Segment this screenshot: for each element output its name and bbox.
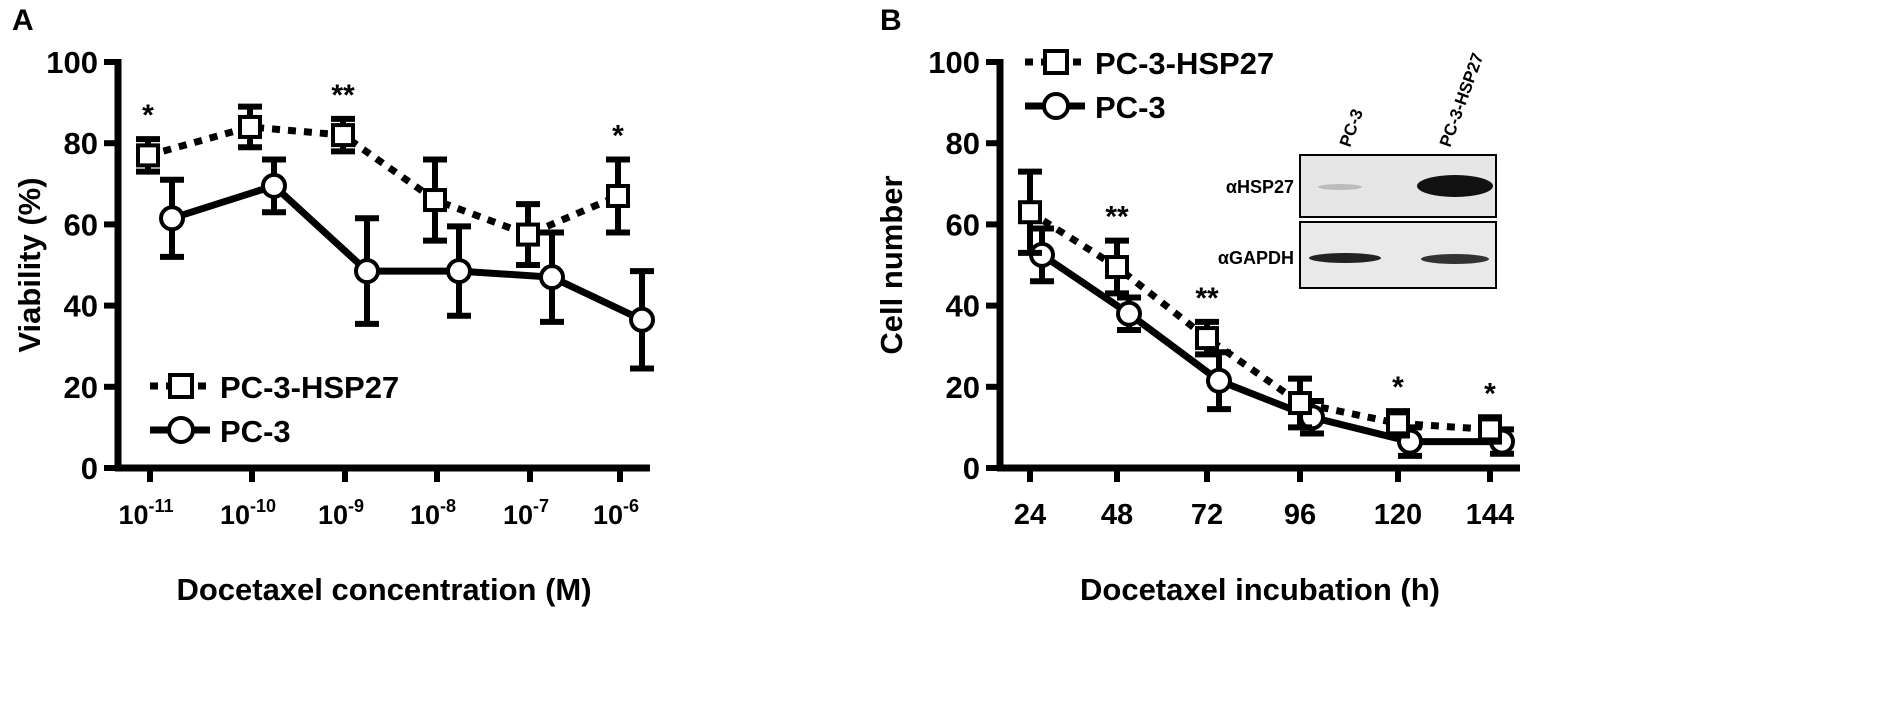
x-tick-label: 10-9 [318, 496, 364, 530]
series-pc-3 [159, 156, 655, 372]
y-tick-label: 0 [81, 451, 98, 486]
data-point-square [136, 143, 160, 168]
y-tick-label: 40 [64, 289, 98, 324]
legend-marker-square [1043, 49, 1069, 75]
series-line [170, 181, 644, 323]
x-tick-label: 120 [1374, 499, 1422, 531]
data-point-circle [159, 205, 185, 232]
legend-label: PC-3-HSP27 [220, 370, 399, 405]
blot-band [1309, 253, 1381, 263]
data-point-square [423, 188, 447, 213]
significance-marker: * [612, 119, 624, 152]
legend-label: PC-3 [1095, 90, 1166, 125]
data-point-circle [629, 306, 655, 333]
y-tick-label: 40 [946, 289, 980, 324]
legend-label: PC-3-HSP27 [1095, 46, 1274, 81]
panel-b: B 0 20 40 60 80 100 24 48 72 96 120 144 Docetaxel inc… [874, 4, 1520, 607]
data-point-square [1018, 200, 1042, 225]
blot-lane-label: PC-3-HSP27 [1436, 51, 1487, 150]
data-point-circle [261, 172, 287, 199]
x-tick-label: 10-7 [503, 496, 549, 530]
y-tick-label: 100 [928, 45, 980, 80]
legend-marker-circle [167, 416, 195, 444]
data-point-square [1105, 255, 1129, 280]
x-tick-label: 10-11 [118, 496, 173, 530]
x-axis-label: Docetaxel incubation (h) [1080, 572, 1440, 607]
data-point-square [1195, 326, 1219, 351]
data-point-square [331, 123, 355, 148]
blot-band [1318, 184, 1362, 190]
x-tick-label: 72 [1191, 499, 1223, 531]
blot-row-label: αHSP27 [1226, 177, 1294, 197]
x-axis-label: Docetaxel concentration (M) [176, 572, 591, 607]
data-point-square [238, 114, 262, 139]
y-tick-label: 80 [946, 126, 980, 161]
series-pc-3-hsp27 [1018, 168, 1502, 445]
significance-marker: ** [331, 79, 355, 112]
series-pc-3-hsp27 [136, 103, 630, 268]
x-tick-label: 10-6 [593, 496, 639, 530]
blot-band [1421, 254, 1489, 264]
panel-label: B [880, 4, 902, 37]
legend-marker-square [168, 373, 194, 399]
significance-marker: ** [1195, 282, 1219, 315]
y-tick-label: 100 [46, 45, 98, 80]
significance-marker: * [1392, 371, 1404, 404]
y-tick-label: 0 [963, 451, 980, 486]
blot-lane-label: PC-3 [1336, 106, 1367, 149]
x-tick-label: 144 [1466, 499, 1514, 531]
blot-row-label: αGAPDH [1218, 248, 1294, 268]
significance-marker: * [1484, 377, 1496, 410]
series-line [1028, 209, 1491, 433]
western-blot-inset: PC-3 PC-3-HSP27 αHSP27 αGAPDH [1218, 51, 1497, 289]
y-tick-label: 80 [64, 126, 98, 161]
y-axis-label: Viability (%) [12, 177, 47, 352]
data-point-square [1386, 411, 1410, 436]
y-tick-label: 20 [946, 370, 980, 405]
panel-a: A 0 20 40 60 80 100 10-11 10-10 10-9 10-8 10-7 10-6 D… [12, 4, 655, 607]
x-tick-label: 24 [1014, 499, 1046, 531]
data-point-circle [1206, 367, 1232, 394]
significance-marker: * [142, 99, 154, 132]
blot-band [1417, 175, 1493, 197]
data-point-circle [539, 264, 565, 291]
panel-label: A [12, 4, 34, 37]
data-point-square [1478, 417, 1502, 442]
data-point-circle [354, 258, 380, 285]
y-axis-label: Cell number [874, 175, 909, 354]
x-tick-label: 10-8 [410, 496, 456, 530]
data-point-square [516, 222, 540, 247]
y-tick-label: 20 [64, 370, 98, 405]
data-point-square [1288, 391, 1312, 416]
series-pc-3 [1029, 225, 1515, 459]
x-tick-label: 96 [1284, 499, 1316, 531]
data-point-square [606, 183, 630, 208]
significance-marker: ** [1105, 201, 1129, 234]
y-tick-label: 60 [64, 207, 98, 242]
x-tick-label: 48 [1101, 499, 1133, 531]
data-point-circle [446, 258, 472, 285]
series-line [147, 123, 620, 239]
series-line [1040, 251, 1502, 446]
y-tick-label: 60 [946, 207, 980, 242]
data-point-circle [1116, 300, 1142, 327]
legend-marker-circle [1042, 92, 1070, 120]
legend-label: PC-3 [220, 414, 291, 449]
x-tick-label: 10-10 [220, 496, 276, 530]
